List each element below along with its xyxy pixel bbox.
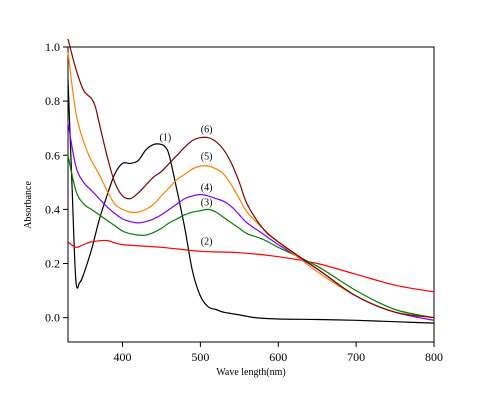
annotation-layer: (1) (6) (5) (4) (3) (2) (160, 124, 213, 247)
y-tick-label: 0.8 (45, 94, 60, 108)
series-line-6 (67, 38, 435, 319)
x-axis-title: Wave length(nm) (216, 367, 285, 378)
curve-label: (6) (201, 124, 213, 135)
x-tick-label: 400 (114, 350, 132, 364)
x-tick-label: 800 (425, 350, 443, 364)
series-line-1 (67, 79, 435, 324)
x-tick-label: 700 (347, 350, 365, 364)
x-tick-label: 500 (191, 350, 209, 364)
x-tick-label: 600 (269, 350, 287, 364)
y-tick-label: 1.0 (45, 40, 60, 54)
y-tick-label: 0.6 (45, 148, 60, 162)
y-tick-label: 0.2 (45, 257, 60, 271)
y-tick-label: 0.4 (45, 202, 60, 216)
series-line-3 (67, 155, 435, 319)
series-layer (67, 38, 435, 324)
curve-label: (2) (201, 237, 213, 248)
series-line-4 (67, 122, 435, 321)
x-axis: 400 500 600 700 800 (114, 342, 443, 364)
curve-label: (1) (160, 132, 172, 143)
curve-label: (4) (201, 182, 213, 193)
y-axis: 0.0 0.2 0.4 0.6 0.8 1.0 (45, 40, 68, 325)
y-tick-label: 0.0 (45, 311, 60, 325)
curve-label: (5) (201, 151, 213, 162)
plot-frame (67, 46, 435, 343)
series-line-2 (67, 239, 435, 293)
curve-label: (3) (201, 197, 213, 208)
y-axis-title: Absorbance (23, 181, 34, 229)
